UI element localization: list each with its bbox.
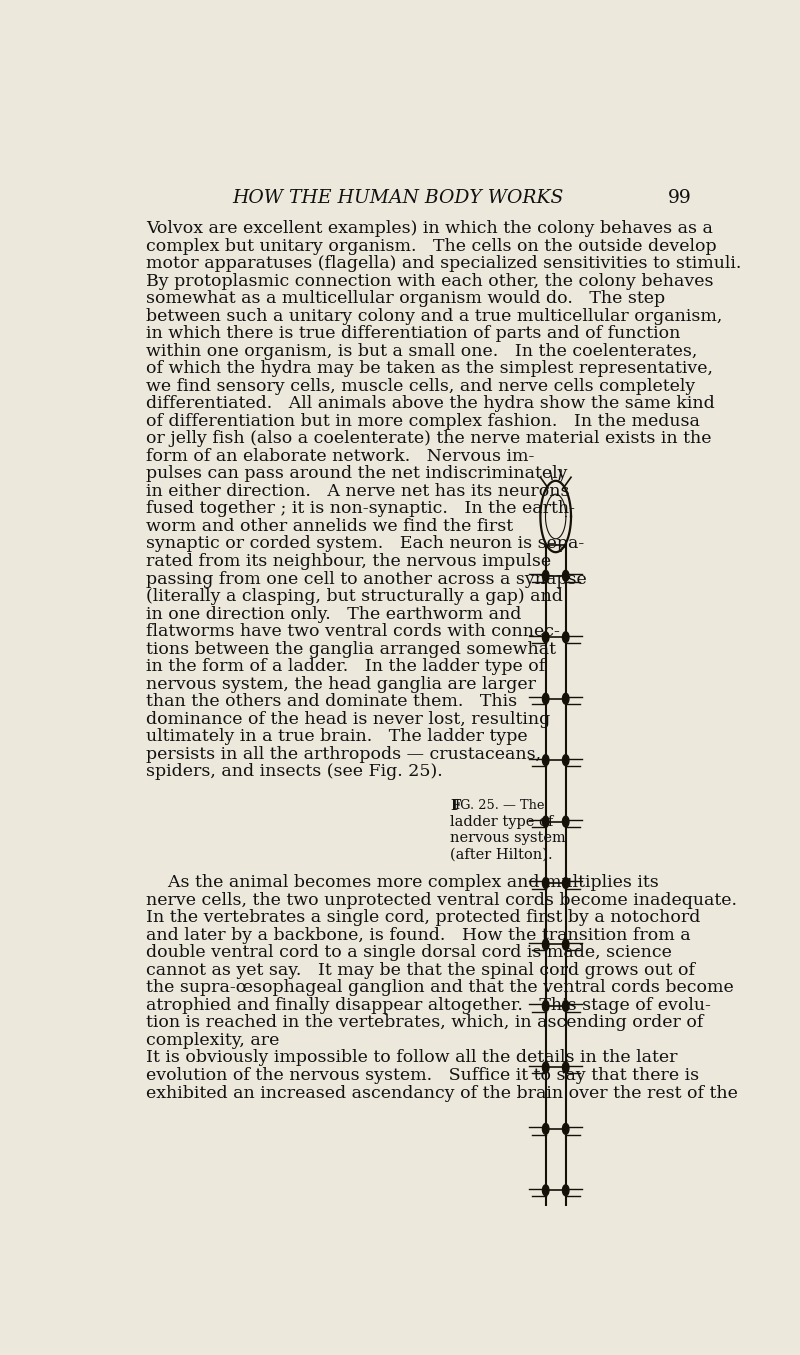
Text: tions between the ganglia arranged somewhat: tions between the ganglia arranged somew… — [146, 641, 557, 657]
Text: persists in all the arthropods — crustaceans,: persists in all the arthropods — crustac… — [146, 745, 542, 763]
Circle shape — [542, 631, 549, 642]
Text: By protoplasmic connection with each other, the colony behaves: By protoplasmic connection with each oth… — [146, 272, 714, 290]
Text: ladder type of: ladder type of — [450, 816, 554, 829]
Circle shape — [562, 570, 569, 581]
Text: differentiated.   All animals above the hydra show the same kind: differentiated. All animals above the hy… — [146, 396, 715, 412]
Circle shape — [542, 816, 549, 827]
Text: It is obviously impossible to follow all the details in the later: It is obviously impossible to follow all… — [146, 1049, 678, 1066]
Text: or jelly fish (also a coelenterate) the nerve material exists in the: or jelly fish (also a coelenterate) the … — [146, 431, 712, 447]
Circle shape — [562, 1062, 569, 1073]
Text: in which there is true differentiation of parts and of function: in which there is true differentiation o… — [146, 325, 681, 343]
Text: As the animal becomes more complex and multiplies its: As the animal becomes more complex and m… — [146, 874, 659, 892]
Text: tion is reached in the vertebrates, which, in ascending order of: tion is reached in the vertebrates, whic… — [146, 1015, 704, 1031]
Text: pulses can pass around the net indiscriminately: pulses can pass around the net indiscrim… — [146, 465, 568, 482]
Text: ultimately in a true brain.   The ladder type: ultimately in a true brain. The ladder t… — [146, 728, 528, 745]
Text: somewhat as a multicellular organism would do.   The step: somewhat as a multicellular organism wou… — [146, 290, 666, 308]
Text: in the form of a ladder.   In the ladder type of: in the form of a ladder. In the ladder t… — [146, 659, 546, 675]
Text: flatworms have two ventral cords with connec-: flatworms have two ventral cords with co… — [146, 623, 560, 640]
Text: than the others and dominate them.   This: than the others and dominate them. This — [146, 694, 518, 710]
Text: we find sensory cells, muscle cells, and nerve cells completely: we find sensory cells, muscle cells, and… — [146, 378, 696, 394]
Text: spiders, and insects (see Fig. 25).: spiders, and insects (see Fig. 25). — [146, 763, 443, 780]
Text: of which the hydra may be taken as the simplest representative,: of which the hydra may be taken as the s… — [146, 360, 714, 377]
Text: motor apparatuses (flagella) and specialized sensitivities to stimuli.: motor apparatuses (flagella) and special… — [146, 255, 742, 272]
Circle shape — [542, 939, 549, 950]
Text: fused together ; it is non-synaptic.   In the earth-: fused together ; it is non-synaptic. In … — [146, 500, 575, 518]
Text: form of an elaborate network.   Nervous im-: form of an elaborate network. Nervous im… — [146, 449, 535, 465]
Circle shape — [542, 755, 549, 766]
Circle shape — [562, 878, 569, 889]
Text: 99: 99 — [668, 188, 692, 207]
Circle shape — [562, 1000, 569, 1011]
Text: Volvox are excellent examples) in which the colony behaves as a: Volvox are excellent examples) in which … — [146, 220, 714, 237]
Circle shape — [542, 1062, 549, 1073]
Text: and later by a backbone, is found.   How the transition from a: and later by a backbone, is found. How t… — [146, 927, 691, 943]
Text: synaptic or corded system.   Each neuron is sepa-: synaptic or corded system. Each neuron i… — [146, 535, 585, 553]
Text: the supra-œsophageal ganglion and that the ventral cords become: the supra-œsophageal ganglion and that t… — [146, 980, 734, 996]
Text: rated from its neighbour, the nervous impulse: rated from its neighbour, the nervous im… — [146, 553, 552, 570]
Circle shape — [562, 1247, 569, 1257]
Circle shape — [542, 1123, 549, 1134]
Circle shape — [542, 570, 549, 581]
Text: dominance of the head is never lost, resulting: dominance of the head is never lost, res… — [146, 711, 550, 728]
Circle shape — [562, 816, 569, 827]
Circle shape — [562, 694, 569, 705]
Text: worm and other annelids we find the first: worm and other annelids we find the firs… — [146, 518, 514, 535]
Circle shape — [542, 694, 549, 705]
Text: exhibited an increased ascendancy of the brain over the rest of the: exhibited an increased ascendancy of the… — [146, 1084, 738, 1102]
Text: in one direction only.   The earthworm and: in one direction only. The earthworm and — [146, 606, 522, 622]
Text: nervous system, the head ganglia are larger: nervous system, the head ganglia are lar… — [146, 676, 537, 692]
Circle shape — [542, 878, 549, 889]
Circle shape — [562, 1123, 569, 1134]
Circle shape — [562, 1184, 569, 1195]
Text: nervous system: nervous system — [450, 832, 566, 846]
Circle shape — [542, 1184, 549, 1195]
Circle shape — [562, 939, 569, 950]
Circle shape — [542, 1247, 549, 1257]
Text: In the vertebrates a single cord, protected first by a notochord: In the vertebrates a single cord, protec… — [146, 909, 701, 927]
Text: evolution of the nervous system.   Suffice it to say that there is: evolution of the nervous system. Suffice… — [146, 1066, 700, 1084]
Text: (after Hilton).: (after Hilton). — [450, 847, 553, 862]
Text: cannot as yet say.   It may be that the spinal cord grows out of: cannot as yet say. It may be that the sp… — [146, 962, 695, 978]
Text: F: F — [450, 799, 461, 813]
Circle shape — [562, 755, 569, 766]
Text: nerve cells, the two unprotected ventral cords become inadequate.: nerve cells, the two unprotected ventral… — [146, 892, 738, 909]
Text: double ventral cord to a single dorsal cord is made, science: double ventral cord to a single dorsal c… — [146, 944, 672, 961]
Circle shape — [562, 631, 569, 642]
Text: IG. 25. — The: IG. 25. — The — [455, 799, 545, 812]
Text: complexity, are: complexity, are — [146, 1033, 286, 1049]
Text: atrophied and finally disappear altogether.   This stage of evolu-: atrophied and finally disappear altogeth… — [146, 997, 711, 1014]
Text: complex but unitary organism.   The cells on the outside develop: complex but unitary organism. The cells … — [146, 237, 717, 255]
Text: in either direction.   A nerve net has its neurons: in either direction. A nerve net has its… — [146, 482, 570, 500]
Text: (literally a clasping, but structurally a gap) and: (literally a clasping, but structurally … — [146, 588, 563, 606]
Text: of differentiation but in more complex fashion.   In the medusa: of differentiation but in more complex f… — [146, 413, 700, 430]
Circle shape — [542, 1000, 549, 1011]
Text: passing from one cell to another across a synapse: passing from one cell to another across … — [146, 570, 587, 588]
Text: within one organism, is but a small one.   In the coelenterates,: within one organism, is but a small one.… — [146, 343, 698, 359]
Text: between such a unitary colony and a true multicellular organism,: between such a unitary colony and a true… — [146, 308, 723, 325]
Text: HOW THE HUMAN BODY WORKS: HOW THE HUMAN BODY WORKS — [232, 188, 563, 207]
